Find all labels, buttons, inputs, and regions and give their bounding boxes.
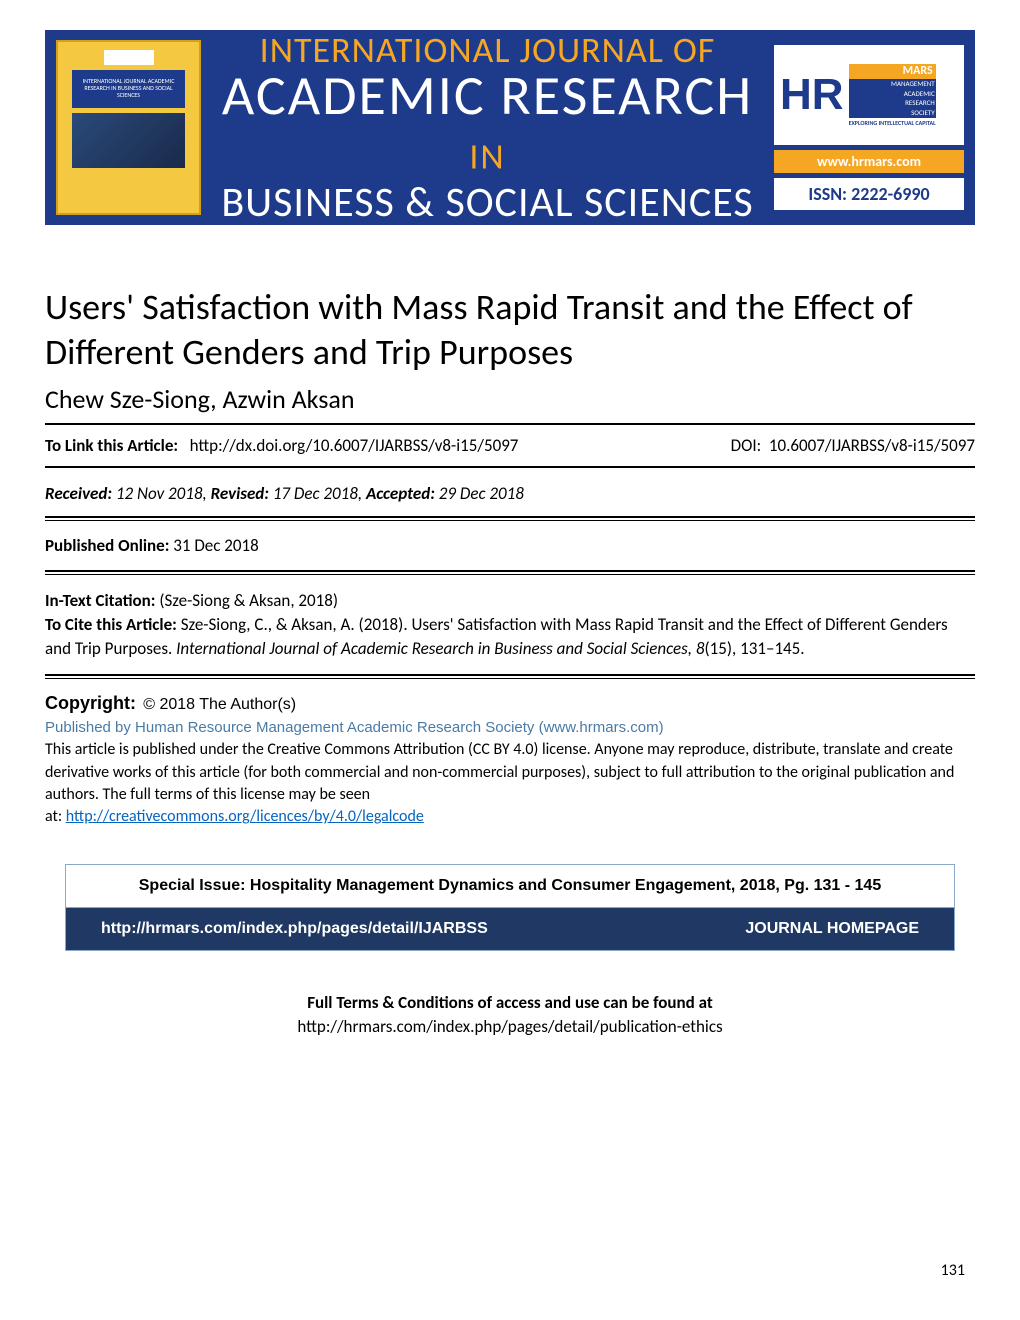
- link-label: To Link this Article:: [45, 435, 178, 456]
- doi-value: 10.6007/IJARBSS/v8-i15/5097: [769, 435, 975, 456]
- doi-label: DOI:: [731, 435, 762, 456]
- journal-homepage-label[interactable]: JOURNAL HOMEPAGE: [745, 920, 919, 938]
- cc-license-link[interactable]: http://creativecommons.org/licences/by/4…: [66, 807, 424, 826]
- terms-block: Full Terms & Conditions of access and us…: [45, 991, 975, 1039]
- special-issue-header: Special Issue: Hospitality Management Dy…: [66, 865, 954, 908]
- journal-page-url[interactable]: http://hrmars.com/index.php/pages/detail…: [101, 920, 488, 938]
- special-issue-box: Special Issue: Hospitality Management Dy…: [65, 864, 955, 951]
- publisher-info-block: HR MARS MANAGEMENT ACADEMIC RESEARCH SOC…: [774, 45, 964, 210]
- dates-row: Received: 12 Nov 2018, Revised: 17 Dec 2…: [45, 468, 975, 514]
- publisher-line: Published by Human Resource Management A…: [45, 719, 664, 736]
- journal-title-line2: ACADEMIC RESEARCH IN: [211, 68, 764, 180]
- copyright-block: Copyright: © 2018 The Author(s) Publishe…: [45, 681, 975, 828]
- article-authors: Chew Sze-Siong, Azwin Aksan: [45, 383, 975, 415]
- ethics-url[interactable]: http://hrmars.com/index.php/pages/detail…: [297, 1016, 722, 1037]
- journal-cover-thumbnail: INTERNATIONAL JOURNAL ACADEMIC RESEARCH …: [56, 40, 201, 215]
- article-title: Users' Satisfaction with Mass Rapid Tran…: [45, 285, 975, 375]
- doi-link-row: To Link this Article: http://dx.doi.org/…: [45, 423, 975, 468]
- doi-url[interactable]: http://dx.doi.org/10.6007/IJARBSS/v8-i15…: [190, 435, 519, 456]
- journal-title-block: INTERNATIONAL JOURNAL OF ACADEMIC RESEAR…: [211, 32, 764, 224]
- hrmars-logo: HR MARS MANAGEMENT ACADEMIC RESEARCH SOC…: [774, 45, 964, 145]
- citation-block: In-Text Citation: (Sze-Siong & Aksan, 20…: [45, 577, 975, 672]
- journal-banner: INTERNATIONAL JOURNAL ACADEMIC RESEARCH …: [45, 30, 975, 225]
- page-number: 131: [941, 1261, 965, 1280]
- journal-title-line3: BUSINESS & SOCIAL SCIENCES: [211, 182, 764, 224]
- publisher-url[interactable]: www.hrmars.com: [774, 150, 964, 173]
- published-row: Published Online: 31 Dec 2018: [45, 523, 975, 568]
- issn-label: ISSN: 2222-6990: [774, 178, 964, 210]
